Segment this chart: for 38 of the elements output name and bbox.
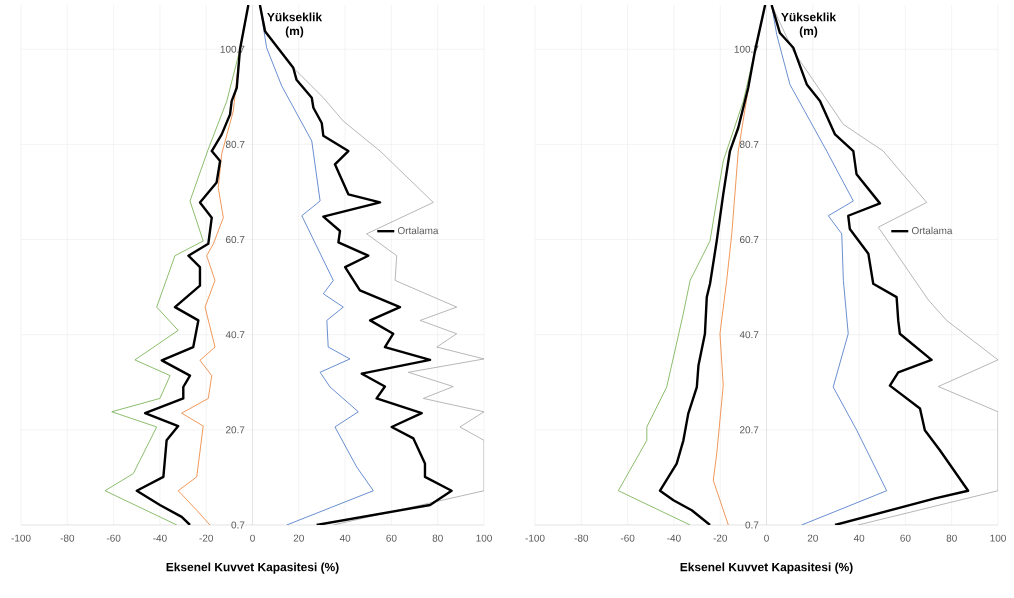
- x-tick-label: 60: [900, 534, 911, 542]
- legend-label: Ortalama: [397, 226, 439, 235]
- x-tick-label: 20: [807, 534, 818, 542]
- x-tick-label: -80: [574, 534, 589, 542]
- x-tick-label: -40: [667, 534, 681, 542]
- x-tick-label: -20: [713, 534, 728, 542]
- y-axis-title: Yükseklik (m): [267, 12, 323, 38]
- x-tick-label: 60: [386, 534, 397, 542]
- y-tick-label: 0.7: [231, 521, 245, 529]
- x-tick-label: 100: [476, 534, 492, 542]
- x-tick-label: 0: [250, 534, 255, 542]
- y-tick-label: 40.7: [739, 331, 759, 339]
- x-tick-label: -60: [106, 534, 121, 542]
- x-axis-title: Eksenel Kuvvet Kapasitesi (%): [166, 562, 339, 574]
- x-tick-label: 40: [339, 534, 351, 542]
- y-tick-label: 40.7: [225, 331, 245, 339]
- y-tick-label: 80.7: [225, 140, 245, 148]
- x-tick-label: -40: [153, 534, 167, 542]
- x-tick-label: 100: [990, 534, 1006, 542]
- x-tick-label: 80: [946, 534, 957, 542]
- x-tick-label: 80: [432, 534, 443, 542]
- y-tick-label: 0.7: [745, 521, 759, 529]
- y-tick-label: 80.7: [739, 140, 759, 148]
- y-tick-label: 20.7: [225, 426, 245, 434]
- x-tick-label: -80: [60, 534, 75, 542]
- x-tick-label: 40: [853, 534, 865, 542]
- y-tick-label: 20.7: [739, 426, 759, 434]
- x-tick-label: 0: [764, 534, 769, 542]
- x-tick-label: 20: [293, 534, 304, 542]
- y-tick-label: 60.7: [739, 236, 759, 244]
- legend-label: Ortalama: [911, 226, 953, 235]
- x-tick-label: -60: [620, 534, 635, 542]
- x-tick-label: -100: [11, 534, 31, 542]
- y-axis-title: Yükseklik (m): [781, 12, 837, 38]
- x-tick-label: -20: [199, 534, 214, 542]
- y-tick-label: 60.7: [225, 236, 245, 244]
- x-tick-label: -100: [525, 534, 545, 542]
- x-axis-title: Eksenel Kuvvet Kapasitesi (%): [680, 562, 853, 574]
